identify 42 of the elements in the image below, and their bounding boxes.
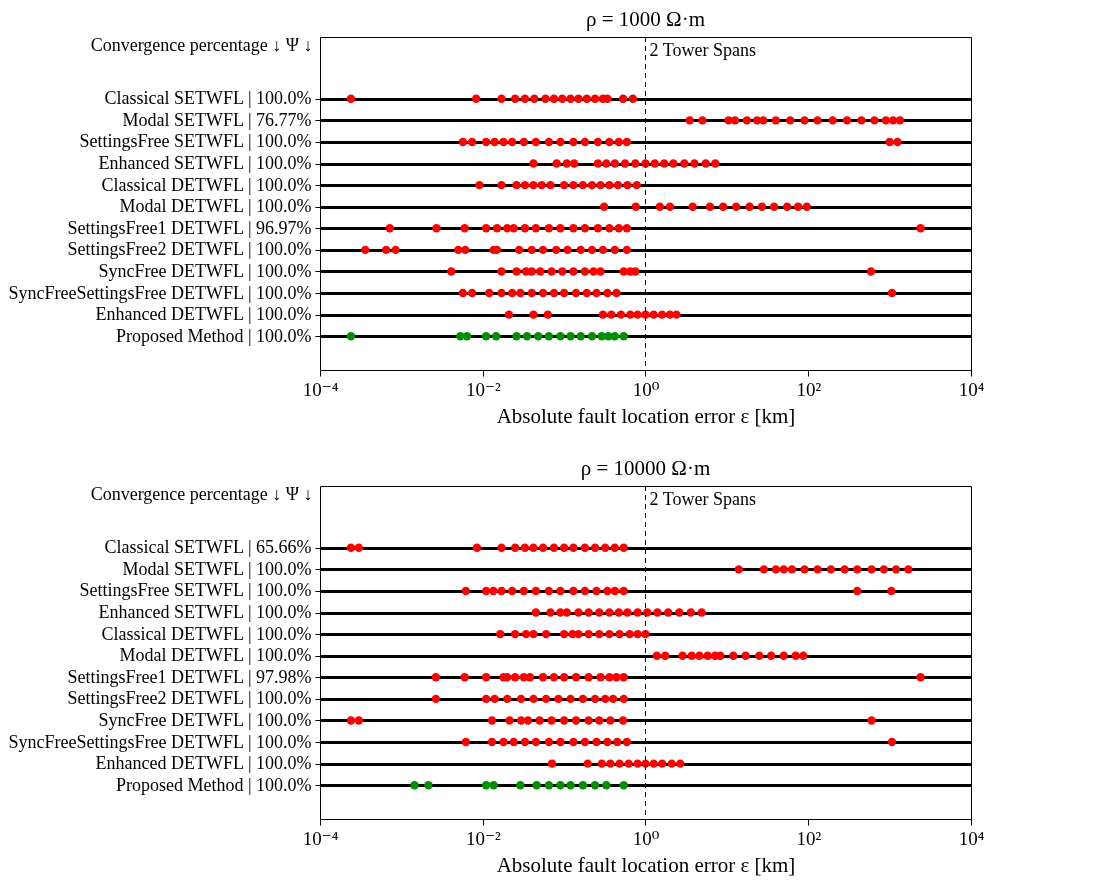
y-tick-label: SettingsFree1 DETWFL | 96.97% [67,217,312,238]
x-axis-title: Absolute fault location error ε [km] [496,852,796,877]
ref-line-label: 2 Tower Spans [649,40,756,60]
y-tick-label: Modal DETWFL | 100.0% [119,645,312,666]
y-tick-label: SettingsFree2 DETWFL | 100.0% [67,688,312,709]
x-axis-title: Absolute fault location error ε [km] [496,403,796,428]
y-axis-title: Convergence percentage ↓ Ψ ↓ [90,483,313,504]
y-tick-label: Proposed Method | 100.0% [115,325,312,346]
y-tick-label: Enhanced DETWFL | 100.0% [95,304,312,325]
x-tick-label: 10⁻² [465,827,501,849]
y-tick-label: Modal DETWFL | 100.0% [119,196,312,217]
y-tick-label: Enhanced DETWFL | 100.0% [95,753,312,774]
x-tick-label: 10⁴ [958,827,985,849]
x-tick-label: 10⁻² [465,378,501,400]
y-axis-title: Convergence percentage ↓ Ψ ↓ [90,34,313,55]
chart-title: ρ = 10000 Ω·m [580,456,711,480]
x-tick-label: 10⁴ [958,378,985,400]
x-tick-label: 10⁻⁴ [302,378,339,400]
y-tick-label: SettingsFree SETWFL | 100.0% [79,580,312,601]
y-tick-label: Modal SETWFL | 100.0% [122,558,312,579]
x-tick-label: 10⁰ [632,378,660,400]
y-tick-label: Enhanced SETWFL | 100.0% [98,153,312,174]
y-tick-label: Classical SETWFL | 100.0% [104,88,312,109]
x-tick-label: 10⁰ [632,827,660,849]
y-tick-label: Enhanced SETWFL | 100.0% [98,602,312,623]
ref-line-label: 2 Tower Spans [649,489,756,509]
x-tick-label: 10⁻⁴ [302,827,339,849]
y-tick-label: SettingsFree SETWFL | 100.0% [79,131,312,152]
x-tick-label: 10² [796,827,822,849]
y-tick-label: Classical SETWFL | 65.66% [104,537,312,558]
y-tick-label: SettingsFree1 DETWFL | 97.98% [67,666,312,687]
chart-title: ρ = 1000 Ω·m [585,7,706,31]
y-tick-label: Classical DETWFL | 100.0% [101,623,312,644]
x-tick-label: 10² [796,378,822,400]
y-tick-label: SyncFree DETWFL | 100.0% [98,260,312,281]
y-tick-label: SyncFree DETWFL | 100.0% [98,709,312,730]
y-tick-label: Classical DETWFL | 100.0% [101,174,312,195]
y-tick-label: Modal SETWFL | 76.77% [122,109,312,130]
y-tick-label: SyncFreeSettingsFree DETWFL | 100.0% [8,282,312,303]
y-tick-label: Proposed Method | 100.0% [115,774,312,795]
y-tick-label: SettingsFree2 DETWFL | 100.0% [67,239,312,260]
y-tick-label: SyncFreeSettingsFree DETWFL | 100.0% [8,731,312,752]
